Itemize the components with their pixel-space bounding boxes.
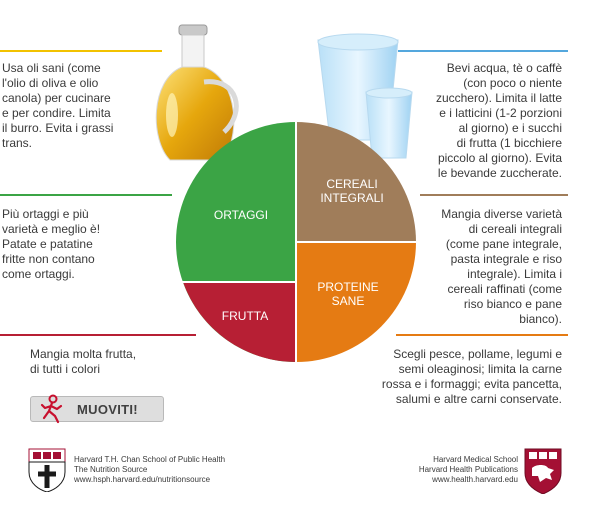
plate-protein — [296, 242, 416, 362]
footer-left-credits: Harvard T.H. Chan School of Public Healt… — [74, 455, 226, 484]
move-label: MUOVITI! — [77, 402, 138, 417]
fruit-advice: Mangia molta frutta, di tutti i colori — [30, 347, 137, 376]
water-glass-icon — [317, 33, 413, 159]
protein-advice: Scegli pesce, pollame, legumi e semi ole… — [381, 347, 562, 406]
plate-label-protein-1: PROTEINE — [317, 280, 378, 294]
oils-divider — [0, 50, 162, 52]
vegetables-divider — [0, 194, 172, 196]
move-badge: MUOVITI! — [30, 394, 164, 424]
plate-vegetables — [176, 122, 296, 242]
vegetables-advice: Più ortaggi e più varietà e meglio è! Pa… — [2, 207, 101, 281]
fruit-divider — [0, 334, 196, 336]
harvard-medical-shield-icon — [524, 448, 562, 494]
water-advice: Bevi acqua, tè o caffè (con poco o nient… — [435, 61, 562, 180]
plate-fruit-lower — [183, 282, 296, 362]
protein-divider — [396, 334, 568, 336]
footer-right-credits: Harvard Medical School Harvard Health Pu… — [418, 455, 518, 484]
plate-label-protein-2: SANE — [332, 294, 365, 308]
running-person-icon — [40, 394, 63, 424]
plate-label-grains-2: INTEGRALI — [320, 191, 383, 205]
plate-label-vegetables: ORTAGGI — [214, 208, 268, 222]
oils-advice: Usa oli sani (come l'olio di oliva e oli… — [2, 61, 114, 150]
grains-advice: Mangia diverse varietà di cereali integr… — [441, 207, 562, 326]
harvard-chan-shield-icon — [28, 448, 66, 492]
plate-label-grains-1: CEREALI — [326, 177, 377, 191]
grains-divider — [420, 194, 568, 196]
plate-grains — [296, 122, 416, 242]
oil-bottle-icon — [155, 24, 239, 161]
water-divider — [398, 50, 568, 52]
plate-label-fruit: FRUTTA — [222, 309, 268, 323]
